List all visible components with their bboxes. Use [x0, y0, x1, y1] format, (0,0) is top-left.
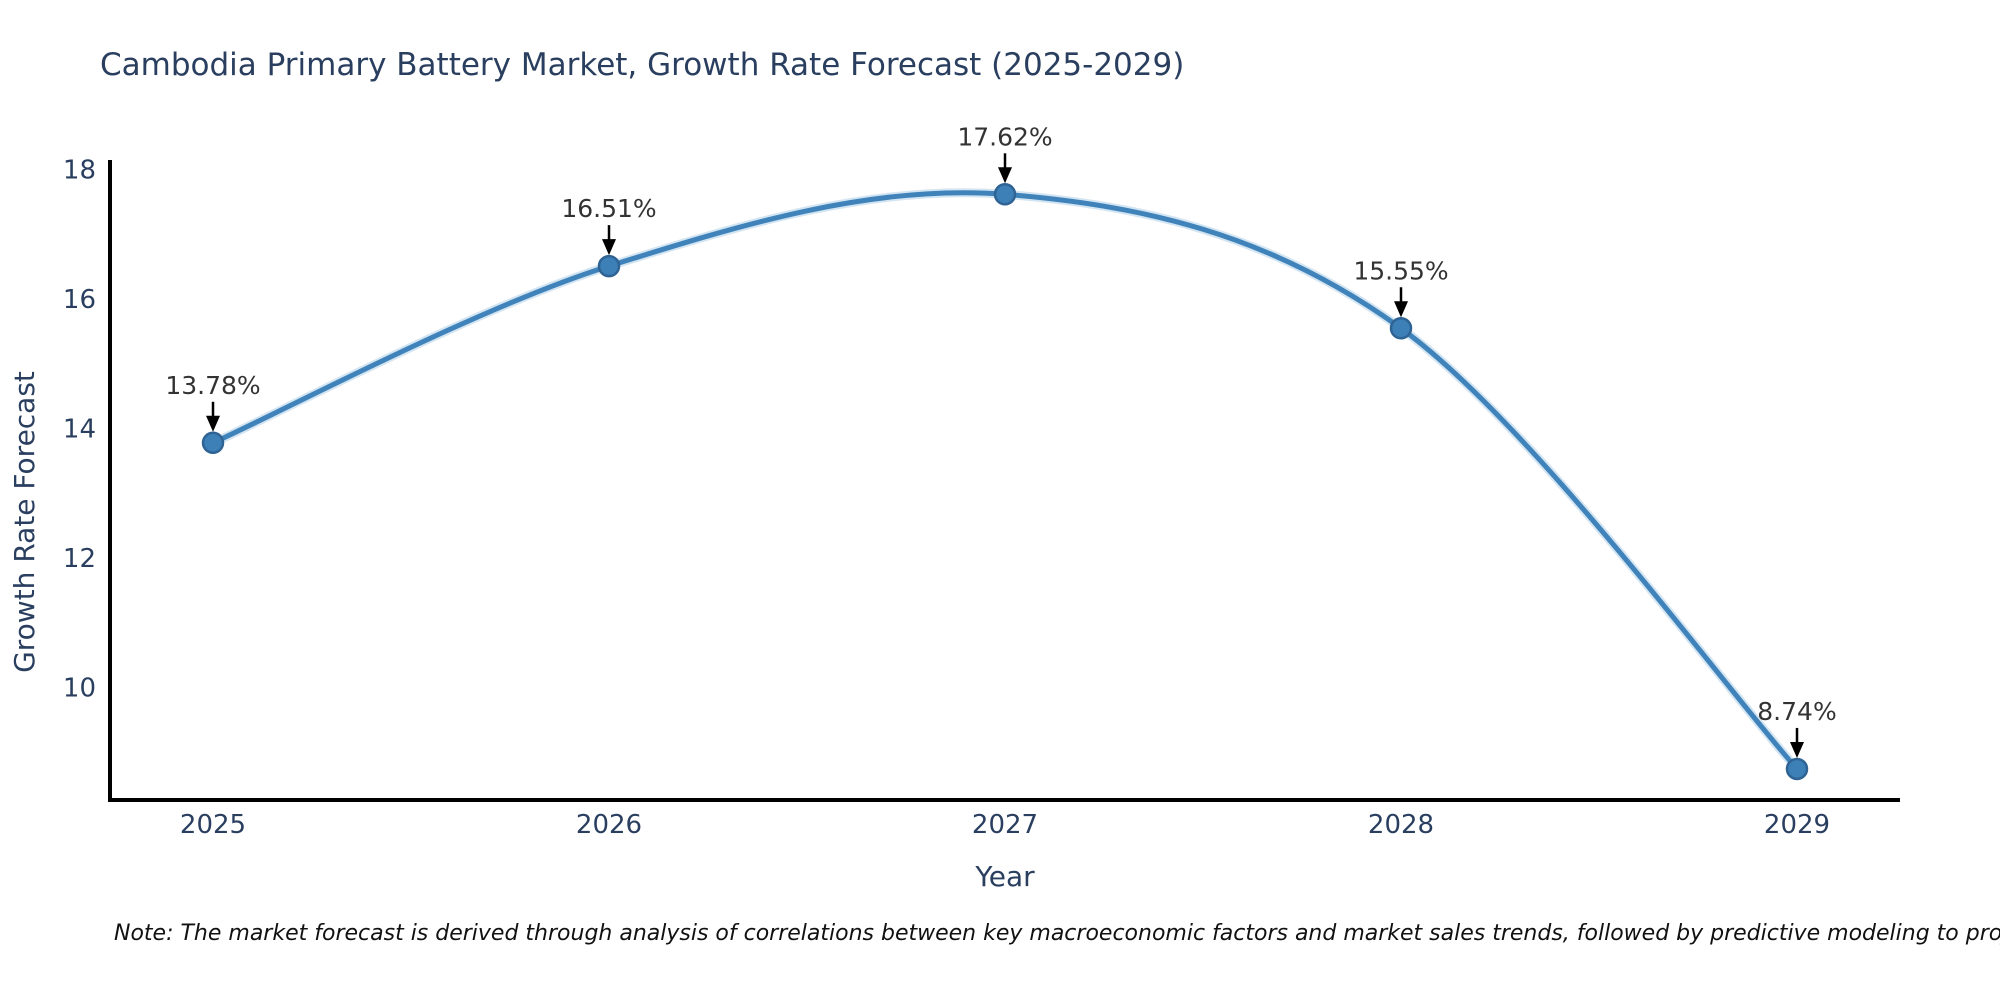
annotation-arrow-head: [602, 239, 616, 256]
annotation-label-2028: 15.55%: [1353, 256, 1448, 285]
chart-title: Cambodia Primary Battery Market, Growth …: [100, 47, 1185, 83]
series: [201, 183, 1809, 781]
x-tick-label-2029: 2029: [1764, 810, 1830, 840]
annotation-arrow-head: [1790, 741, 1804, 758]
data-point-2027: [993, 183, 1017, 206]
data-point-2026: [597, 254, 621, 278]
series-line: [210, 190, 1800, 772]
footnote: Note: The market forecast is derived thr…: [114, 921, 2000, 946]
data-point-2025: [201, 431, 225, 455]
x-tick-label-2025: 2025: [180, 810, 246, 840]
annotation-label-2029: 8.74%: [1757, 697, 1836, 726]
y-tick-label: 14: [63, 415, 96, 445]
y-tick-label: 10: [63, 673, 96, 703]
annotations: 13.78% 16.51% 17.62% 15.55% 8.74%: [165, 122, 1837, 758]
y-tick-label: 16: [63, 285, 96, 315]
y-tick-label: 18: [63, 156, 96, 186]
annotation-label-2027: 17.62%: [957, 122, 1052, 151]
annotation-arrow-head: [206, 415, 220, 432]
data-point-2028: [1389, 317, 1413, 340]
axes: 10 12 14 16 18 2025 2026 2027 2028 2029: [63, 156, 1900, 840]
x-tick-label-2026: 2026: [576, 810, 642, 840]
annotation-arrow-head: [1394, 301, 1408, 318]
annotation-label-2026: 16.51%: [561, 194, 656, 223]
x-tick-label-2028: 2028: [1368, 810, 1434, 840]
annotation-arrow-head: [998, 167, 1012, 184]
y-tick-label: 12: [63, 544, 96, 574]
x-tick-label-2027: 2027: [972, 810, 1038, 840]
data-point-2029: [1785, 757, 1809, 781]
annotation-label-2025: 13.78%: [165, 371, 260, 400]
x-axis-title: Year: [974, 860, 1035, 893]
y-axis-title: Growth Rate Forecast: [8, 371, 41, 673]
